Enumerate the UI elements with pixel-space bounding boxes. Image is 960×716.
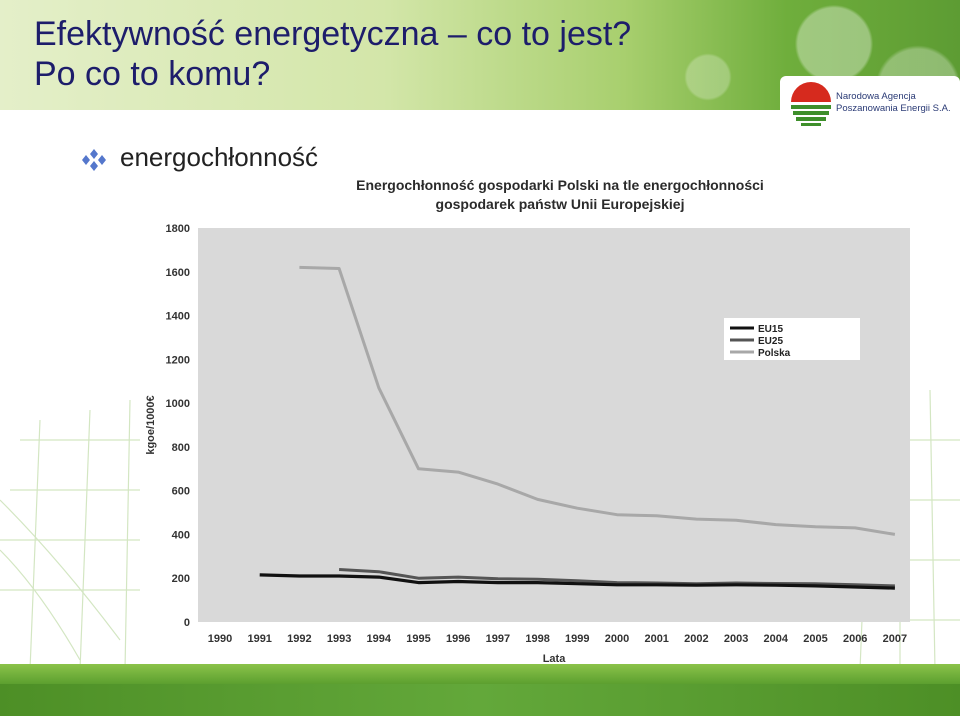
x-tick-label: 1993	[327, 633, 351, 645]
legend-label-eu15: EU15	[758, 324, 783, 335]
y-tick-label: 1000	[166, 398, 190, 410]
plot-area	[198, 228, 910, 622]
series-line-eu15	[259, 573, 895, 590]
x-tick-label: 1997	[486, 633, 510, 645]
logo-line1: Narodowa Agencja	[836, 91, 916, 102]
x-tick-label: 1990	[208, 633, 232, 645]
y-tick-label: 200	[172, 573, 190, 585]
x-tick-label: 2002	[684, 633, 708, 645]
x-tick-label: 1995	[406, 633, 430, 645]
slide-header: Efektywność energetyczna – co to jest? P…	[0, 0, 960, 110]
series-line-eu25	[339, 568, 895, 588]
slide-title-line2: Po co to komu?	[34, 55, 271, 93]
x-tick-label: 1994	[367, 633, 392, 645]
x-tick-label: 2007	[883, 633, 907, 645]
y-axis-ticks: 0 200 400 600 800 1000 1200 1400 1600 1800	[166, 223, 190, 629]
y-tick-label: 0	[184, 617, 190, 629]
x-tick-label: 1992	[287, 633, 311, 645]
logo-text: Narodowa Agencja Poszanowania Energii S.…	[836, 91, 951, 115]
bullet-energochlonnosc: energochłonność	[120, 142, 319, 172]
x-tick-label: 1996	[446, 633, 470, 645]
x-tick-label: 2004	[764, 633, 789, 645]
footer-stripe	[0, 684, 960, 716]
x-tick-label: 2005	[803, 633, 827, 645]
y-tick-label: 800	[172, 442, 190, 454]
x-tick-label: 2001	[644, 633, 668, 645]
x-axis-ticks: 1990 1991 1992 1993 1994 1995 1996 1997 1998 1999…	[208, 633, 907, 645]
y-tick-label: 1800	[166, 223, 190, 235]
x-tick-label: 2006	[843, 633, 867, 645]
y-tick-label: 400	[172, 529, 190, 541]
legend-label-eu25: EU25	[758, 336, 783, 347]
y-tick-label: 1200	[166, 354, 190, 366]
y-tick-label: 600	[172, 486, 190, 498]
x-tick-label: 2000	[605, 633, 629, 645]
nape-logo: Narodowa Agencja Poszanowania Energii S.…	[780, 76, 960, 132]
chart-title-line1: Energochłonność gospodarki Polski na tle…	[356, 177, 764, 193]
slide-title: Efektywność energetyczna – co to jest? P…	[34, 14, 631, 94]
slide-title-line1: Efektywność energetyczna – co to jest?	[34, 15, 632, 53]
chart-title: Energochłonność gospodarki Polski na tle…	[300, 176, 820, 214]
y-axis-label: kgoe/1000€	[145, 395, 157, 454]
series-line-polska	[299, 265, 896, 536]
y-tick-label: 1400	[166, 311, 190, 323]
x-tick-label: 2003	[724, 633, 748, 645]
logo-line2: Poszanowania Energii S.A.	[836, 103, 951, 114]
legend-label-polska: Polska	[758, 348, 791, 359]
x-tick-label: 1998	[525, 633, 549, 645]
diamond-bullet-icon	[82, 149, 106, 171]
x-tick-label: 1991	[247, 633, 271, 645]
x-axis-label: Lata	[543, 653, 567, 664]
series-lines	[259, 265, 896, 590]
y-tick-label: 1600	[166, 267, 190, 279]
chart-title-line2: gospodarek państw Unii Europejskiej	[435, 196, 685, 212]
x-tick-label: 1999	[565, 633, 589, 645]
nape-logo-icon	[791, 82, 831, 126]
